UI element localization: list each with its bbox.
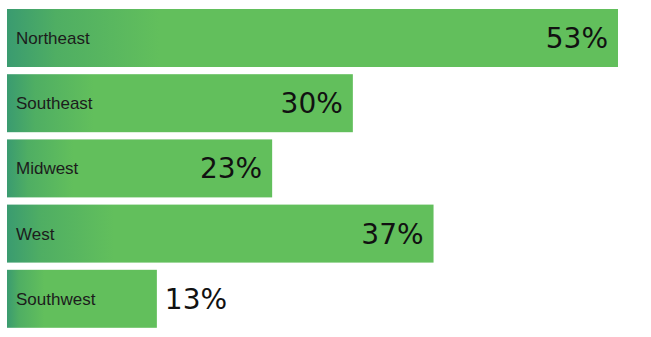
labels: Northeast 53% Southeast 30% Midwest 23% West 37… xyxy=(16,22,608,316)
bar xyxy=(7,270,157,328)
chart: Northeast 53% Southeast 30% Midwest 23% West 37… xyxy=(0,0,651,337)
bar xyxy=(7,139,272,197)
data-label: 23% xyxy=(200,152,262,185)
data-label: 30% xyxy=(281,87,343,120)
data-label: 53% xyxy=(546,22,608,55)
category-label: Midwest xyxy=(16,159,79,178)
category-label: Southeast xyxy=(16,94,93,113)
bar xyxy=(7,74,353,132)
bar xyxy=(7,205,434,263)
data-label: 13% xyxy=(165,283,227,316)
bars xyxy=(7,9,618,328)
data-label: 37% xyxy=(361,218,423,251)
category-label: West xyxy=(16,225,55,244)
bar xyxy=(7,9,618,67)
category-label: Southwest xyxy=(16,290,96,309)
category-label: Northeast xyxy=(16,29,90,48)
